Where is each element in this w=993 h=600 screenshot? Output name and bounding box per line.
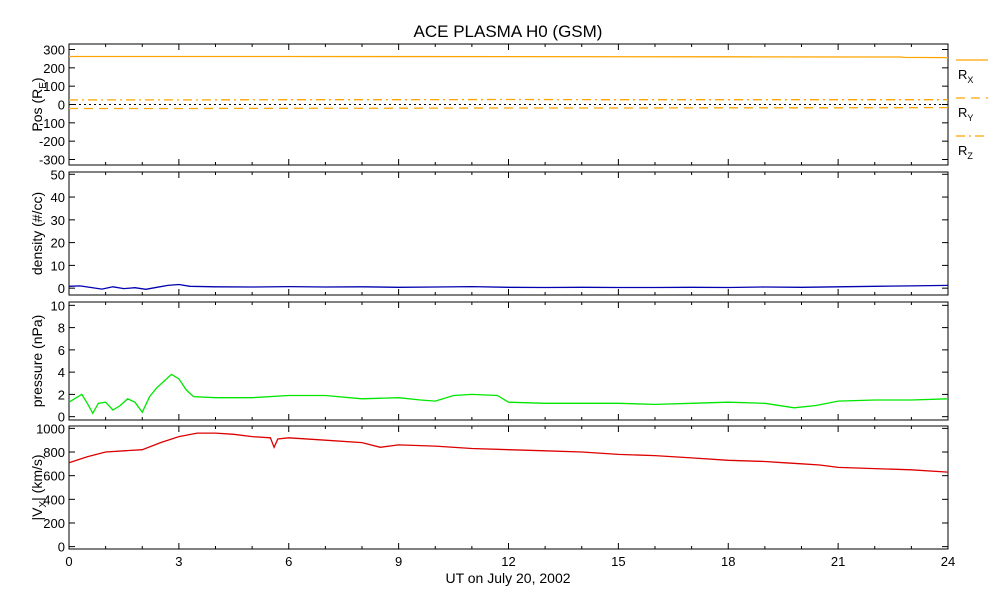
x-tick-label: 18 — [721, 554, 735, 569]
series-line-density — [68, 283, 949, 290]
y-label-tail: ) — [29, 77, 45, 82]
y-tick-label: -200 — [39, 134, 65, 149]
x-tick-label: 9 — [395, 554, 402, 569]
y-tick-label: 2 — [58, 387, 65, 402]
legend-label: RZ — [958, 143, 973, 161]
x-tick-label: 6 — [285, 554, 292, 569]
series-line-pos-R_X — [69, 55, 949, 59]
legend-label-main: R — [958, 105, 967, 120]
y-axis-label-density: density (#/cc) — [29, 192, 45, 275]
y-label-main: pressure (nPa) — [29, 315, 45, 408]
x-tick-label: 3 — [175, 554, 182, 569]
y-label-sub: E — [38, 82, 49, 89]
y-tick-label: 30 — [51, 213, 65, 228]
x-tick-label: 15 — [611, 554, 625, 569]
y-tick-label: 4 — [58, 365, 65, 380]
panel-pressure: 0 2 4 6 8 10 pressure (nPa) — [29, 298, 949, 425]
x-tick-label: 24 — [941, 554, 955, 569]
panel-density: 0 10 20 30 40 50 density (#/cc) — [29, 167, 949, 296]
y-tick-label: 6 — [58, 343, 65, 358]
series-line-pos-R_Y — [69, 106, 949, 110]
y-label-main: |V — [29, 507, 45, 521]
y-axis-label-pos: Pos (RE) — [29, 77, 49, 131]
y-tick-label: -100 — [39, 116, 65, 131]
series-line-pressure — [68, 373, 949, 415]
y-tick-label: 0 — [58, 540, 65, 555]
legend-label-main: R — [958, 143, 967, 158]
y-label-tail: | (km/s) — [29, 454, 45, 500]
legend-label: RY — [958, 105, 973, 123]
x-tick-label: 0 — [65, 554, 72, 569]
y-tick-label: 8 — [58, 321, 65, 336]
y-tick-label: -300 — [39, 153, 65, 168]
y-tick-label: 1000 — [36, 421, 65, 436]
chart-title: ACE PLASMA H0 (GSM) — [414, 22, 603, 41]
y-tick-label: 100 — [43, 79, 65, 94]
y-axis-label-vx: |VX| (km/s) — [29, 454, 49, 520]
legend-label-sub: Y — [967, 113, 973, 123]
panel-frame-density — [68, 171, 949, 296]
y-label-sub: X — [38, 501, 49, 508]
y-label-main: density (#/cc) — [29, 192, 45, 275]
x-axis-label: UT on July 20, 2002 — [445, 570, 570, 586]
y-tick-label: 20 — [51, 236, 65, 251]
x-tick-label: 21 — [831, 554, 845, 569]
legend-label: RX — [958, 67, 973, 85]
y-tick-label: 50 — [51, 167, 65, 182]
y-tick-label: 0 — [58, 410, 65, 425]
x-tick-label: 12 — [501, 554, 515, 569]
y-tick-label: 10 — [51, 298, 65, 313]
panel-vx: 0 200 400 600 800 1000 |VX| (km/s) — [29, 421, 949, 555]
y-label-main: Pos (R — [29, 89, 45, 132]
y-tick-label: 200 — [43, 516, 65, 531]
y-tick-label: 200 — [43, 61, 65, 76]
y-tick-label: 0 — [58, 98, 65, 113]
y-tick-label: 400 — [43, 492, 65, 507]
panel-frame-vx — [68, 425, 949, 550]
y-tick-label: 0 — [58, 281, 65, 296]
y-tick-label: 40 — [51, 190, 65, 205]
series-line-vx — [68, 432, 949, 473]
y-tick-label: 10 — [51, 258, 65, 273]
legend-label-sub: X — [967, 75, 973, 85]
legend-label-main: R — [958, 67, 967, 82]
y-tick-label: 600 — [43, 469, 65, 484]
y-tick-label: 300 — [43, 43, 65, 58]
y-tick-label: 800 — [43, 445, 65, 460]
legend-label-sub: Z — [967, 151, 973, 161]
y-axis-label-pressure: pressure (nPa) — [29, 315, 45, 408]
